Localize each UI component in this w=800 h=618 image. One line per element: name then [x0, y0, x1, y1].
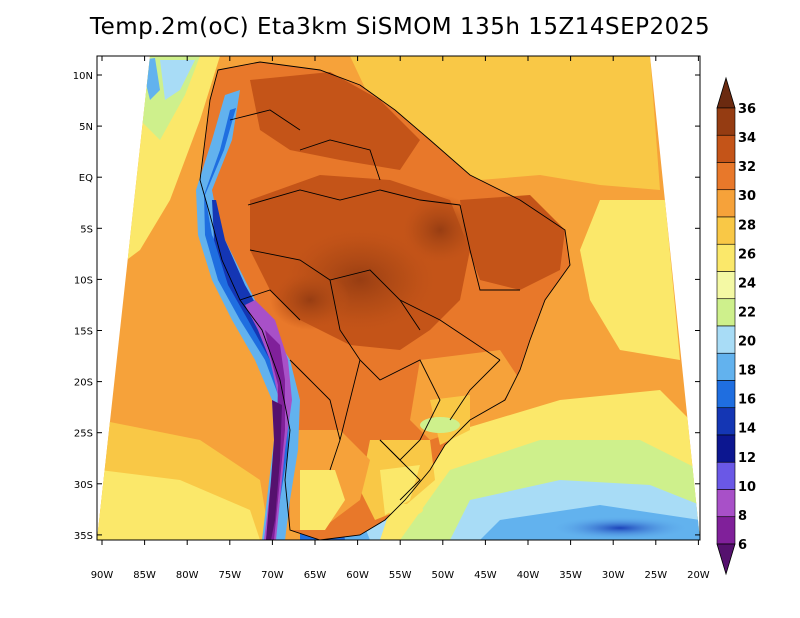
- lon-label: 60W: [346, 570, 369, 581]
- colorbar-label: 22: [738, 305, 756, 320]
- lat-label: 10S: [74, 275, 93, 286]
- lat-label: 5N: [79, 122, 93, 133]
- map-title: Temp.2m(oC) Eta3km SiSMOM 135h 15Z14SEP2…: [89, 14, 711, 40]
- lat-label: 25S: [74, 429, 93, 440]
- colorbar-swatch: [716, 516, 736, 545]
- colorbar-label: 8: [738, 509, 747, 524]
- lat-label: 10N: [73, 71, 93, 82]
- lat-label: EQ: [79, 173, 93, 184]
- lon-label: 55W: [389, 570, 412, 581]
- colorbar-label: 34: [738, 131, 756, 146]
- latitude-axis: 10N 5N EQ 5S 10S 15S 20S 25S 30S 35S: [73, 71, 700, 542]
- map-frame: [96, 55, 701, 541]
- lon-label: 50W: [431, 570, 454, 581]
- lon-label: 70W: [261, 570, 284, 581]
- lat-label: 30S: [74, 480, 93, 491]
- colorbar-label: 28: [738, 218, 756, 233]
- colorbar-label: 30: [738, 189, 756, 204]
- colorbar-label: 12: [738, 451, 756, 466]
- lat-label: 15S: [74, 327, 93, 338]
- lon-label: 25W: [644, 570, 667, 581]
- colorbar-swatch: [716, 134, 736, 163]
- lat-label: 5S: [80, 224, 93, 235]
- lon-label: 45W: [474, 570, 497, 581]
- colorbar-swatch: [716, 461, 736, 490]
- colorbar-swatch: [716, 325, 736, 354]
- colorbar-swatch: [716, 434, 736, 463]
- colorbar-label: 18: [738, 364, 756, 379]
- colorbar-label: 32: [738, 160, 756, 175]
- colorbar-swatch: [716, 298, 736, 327]
- lon-label: 80W: [176, 570, 199, 581]
- lon-label: 40W: [517, 570, 540, 581]
- colorbar-swatch: [716, 380, 736, 409]
- longitude-axis: 90W 85W 80W 75W 70W 65W 60W 55W 50W 45W 40W 35W 30W 2…: [91, 56, 710, 581]
- colorbar-swatch: [716, 162, 736, 191]
- colorbar-label: 6: [738, 538, 747, 553]
- lat-label: 35S: [74, 531, 93, 542]
- colorbar-swatch: [716, 107, 736, 136]
- colorbar-label: 20: [738, 335, 756, 350]
- colorbar-swatch: [716, 489, 736, 518]
- colorbar-label: 24: [738, 276, 756, 291]
- lon-label: 90W: [91, 570, 114, 581]
- colorbar: 36 34 32 30 28 26 24 22 20 18 16 14 12 10 8 6: [716, 76, 756, 576]
- colorbar-label: 26: [738, 247, 756, 262]
- colorbar-swatch: [716, 216, 736, 245]
- lon-label: 35W: [559, 570, 582, 581]
- colorbar-bottom-arrow: [716, 543, 736, 576]
- colorbar-swatch: [716, 189, 736, 218]
- lat-label: 20S: [74, 378, 93, 389]
- colorbar-swatch: [716, 407, 736, 436]
- lon-label: 30W: [602, 570, 625, 581]
- colorbar-label: 16: [738, 393, 756, 408]
- lon-label: 65W: [304, 570, 327, 581]
- lon-label: 20W: [687, 570, 710, 581]
- lon-label: 85W: [133, 570, 156, 581]
- colorbar-swatch: [716, 352, 736, 381]
- country-borders: [199, 61, 571, 540]
- colorbar-top-arrow: [716, 76, 736, 109]
- colorbar-label: 10: [738, 480, 756, 495]
- lon-label: 75W: [218, 570, 241, 581]
- colorbar-label: 14: [738, 422, 756, 437]
- colorbar-swatch: [716, 271, 736, 300]
- colorbar-swatch: [716, 243, 736, 272]
- colorbar-label: 36: [738, 102, 756, 117]
